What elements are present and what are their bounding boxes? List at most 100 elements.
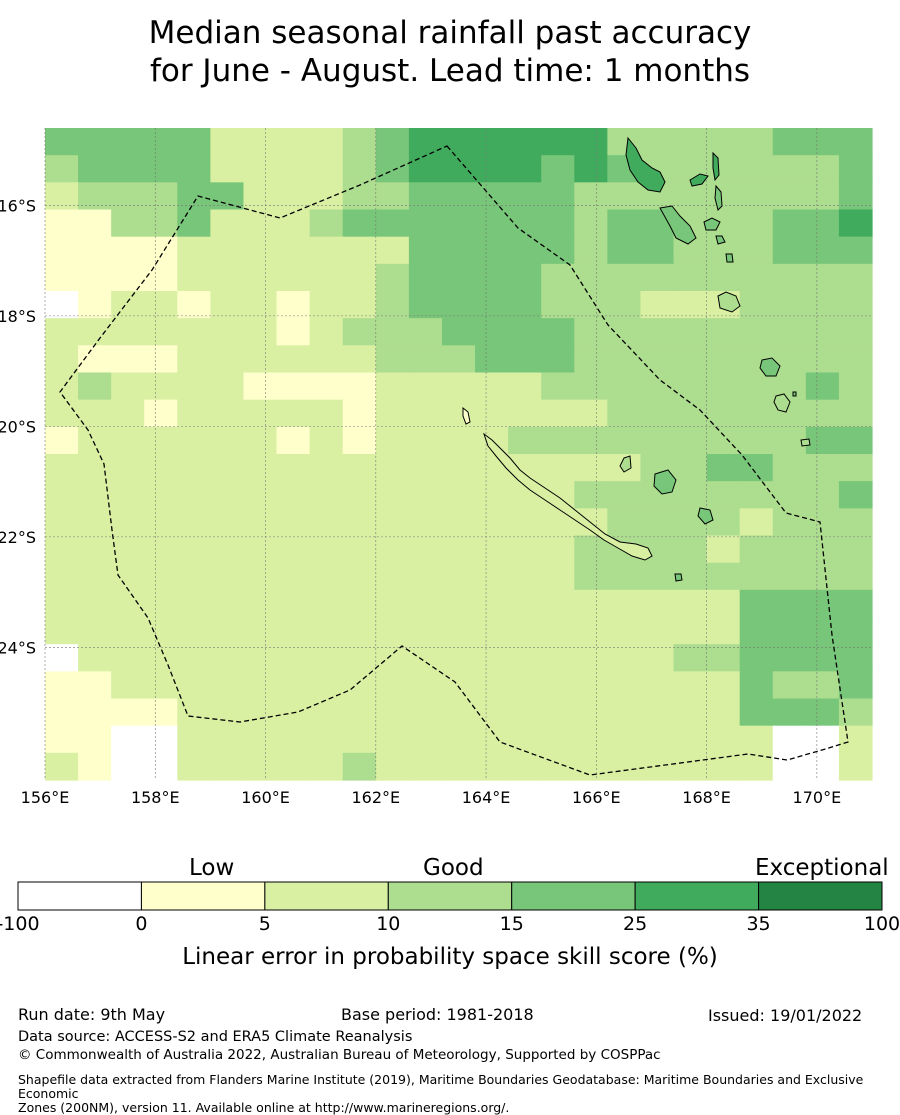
grid-cell xyxy=(243,263,278,292)
grid-cell xyxy=(408,236,443,265)
grid-cell xyxy=(45,426,79,455)
grid-cell xyxy=(210,562,245,591)
shepherd-islands xyxy=(725,253,734,263)
grid-cell xyxy=(541,671,575,700)
grid-cell xyxy=(243,399,278,428)
ouvea-island xyxy=(619,455,632,473)
grid-cell xyxy=(45,263,79,292)
grid-cell xyxy=(342,617,377,645)
grid-cell xyxy=(805,182,840,211)
grid-cell xyxy=(342,725,377,754)
run-date: Run date: 9th May xyxy=(18,1005,166,1024)
grid-cell xyxy=(673,182,708,211)
grid-cell xyxy=(673,698,708,727)
grid-cell xyxy=(111,535,145,564)
grid-cell xyxy=(838,535,873,564)
grid-cell xyxy=(541,209,575,238)
grid-cell xyxy=(45,399,79,428)
grid-cell xyxy=(805,209,840,238)
grid-cell xyxy=(706,671,741,700)
grid-cell xyxy=(541,263,575,292)
grid-cell xyxy=(78,128,112,156)
grid-cell xyxy=(838,372,873,401)
grid-cell xyxy=(838,263,873,292)
grid-cell xyxy=(210,318,245,346)
grid-cell xyxy=(441,209,476,238)
grid-cell xyxy=(441,263,476,292)
grid-cell xyxy=(342,481,377,509)
grid-cell xyxy=(144,155,178,183)
grid-cell xyxy=(541,236,575,265)
epi-island xyxy=(715,235,726,245)
grid-cell xyxy=(276,725,311,754)
grid-cell xyxy=(210,182,245,211)
grid-cell xyxy=(475,155,509,183)
grid-cell xyxy=(78,508,112,537)
grid-cell xyxy=(607,644,642,672)
grid-cell xyxy=(309,182,344,211)
grid-cell xyxy=(144,752,178,781)
grid-cell xyxy=(78,535,112,564)
grid-cell xyxy=(838,617,873,645)
grid-cell xyxy=(78,454,112,482)
grid-cell xyxy=(342,209,377,238)
grid-cell xyxy=(276,671,311,700)
grid-cell xyxy=(111,617,145,645)
grid-cell xyxy=(375,291,410,319)
grid-cell xyxy=(739,535,774,564)
grid-cell xyxy=(408,454,443,482)
grid-cell xyxy=(508,182,542,211)
map-figure: 156°E 158°E 160°E 162°E 164°E 166°E 168°E 170°E… xyxy=(0,128,873,807)
grid-cell xyxy=(838,128,873,156)
grid-cell xyxy=(640,589,675,618)
grid-cell xyxy=(45,182,79,211)
grid-cell xyxy=(739,155,774,183)
grid-cell xyxy=(309,128,344,156)
grid-cell xyxy=(673,372,708,401)
grid-cell xyxy=(243,128,278,156)
grid-cell xyxy=(276,345,311,374)
grid-cell xyxy=(739,426,774,455)
grid-cell xyxy=(475,698,509,727)
grid-cell xyxy=(574,128,608,156)
grid-cell xyxy=(838,671,873,700)
grid-cell xyxy=(475,508,509,537)
grid-cell xyxy=(574,644,608,672)
grid-cell xyxy=(508,562,542,591)
grid-cell xyxy=(177,182,211,211)
grid-cell xyxy=(574,454,608,482)
pentecost-island xyxy=(714,184,723,211)
grid-cell xyxy=(739,508,774,537)
grid-cell xyxy=(111,372,145,401)
grid-cell xyxy=(342,182,377,211)
grid-cell xyxy=(772,644,807,672)
grid-cell xyxy=(375,671,410,700)
grid-cell xyxy=(342,671,377,700)
grid-cell xyxy=(805,128,840,156)
grid-cell xyxy=(309,399,344,428)
grid-cell xyxy=(408,182,443,211)
grid-cell xyxy=(342,263,377,292)
grid-cell xyxy=(78,698,112,727)
grid-cell xyxy=(210,481,245,509)
grid-cell xyxy=(408,345,443,374)
grid-cell xyxy=(706,182,741,211)
grid-cell xyxy=(475,345,509,374)
grid-cell xyxy=(805,318,840,346)
grid-cell xyxy=(574,182,608,211)
grid-cell xyxy=(210,372,245,401)
grid-cell xyxy=(45,698,79,727)
grid-cell xyxy=(607,291,642,319)
grid-cell xyxy=(772,263,807,292)
grid-cell xyxy=(276,236,311,265)
grid-cell xyxy=(673,725,708,754)
grid-cell xyxy=(408,644,443,672)
grid-cell xyxy=(739,372,774,401)
grid-cell xyxy=(243,535,278,564)
grid-cell xyxy=(342,128,377,156)
grid-cell xyxy=(78,236,112,265)
grid-cell xyxy=(243,644,278,672)
title-line-2: for June - August. Lead time: 1 months xyxy=(149,53,751,89)
lifou-island xyxy=(653,469,677,495)
grid-cell xyxy=(508,535,542,564)
